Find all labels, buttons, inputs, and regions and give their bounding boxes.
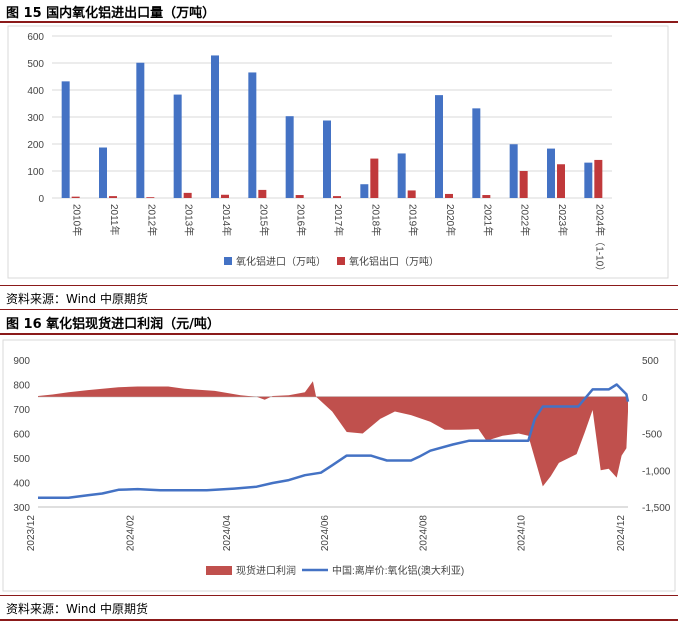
y-tick-label: 500 (27, 59, 44, 70)
figure-16-title: 图 16 氧化铝现货进口利润（元/吨） (6, 317, 220, 332)
chart-frame (7, 25, 669, 279)
x-tick-label: 2024年（1-10） (593, 204, 606, 276)
right-tick-label: 0 (642, 393, 648, 404)
export-bar (370, 158, 379, 198)
right-tick-label: 500 (642, 356, 659, 367)
legend-swatch-export (337, 257, 345, 265)
y-tick-label: 100 (27, 167, 44, 178)
import-bar (360, 184, 369, 198)
x-tick-label: 2011年 (108, 204, 121, 236)
x-tick-label: 2022年 (519, 204, 532, 236)
right-tick-label: -1,500 (642, 503, 671, 514)
y-tick-label: 600 (27, 32, 44, 43)
export-bar (221, 194, 229, 198)
import-bar (248, 72, 257, 198)
x-tick-label: 2020年 (444, 204, 457, 236)
x-tick-label: 2021年 (481, 204, 494, 236)
x-tick-label: 2014年 (220, 204, 233, 236)
left-tick-label: 800 (13, 381, 30, 392)
left-tick-label: 900 (13, 356, 30, 367)
x-tick-label: 2017年 (332, 204, 345, 236)
import-export-bar-chart: 0 100 200 300 400 500 600 2010年 2011年 2012年 2013年 2… (7, 25, 669, 279)
x-tick-label: 2024/02 (126, 515, 137, 552)
x-tick-label: 2019年 (407, 204, 420, 236)
import-bar (99, 147, 107, 198)
x-tick-label: 2010年 (71, 204, 84, 236)
x-tick-label: 2012年 (145, 204, 158, 236)
fob-price-line (38, 383, 630, 499)
export-bar (519, 171, 528, 198)
import-bar (435, 95, 443, 198)
x-tick-label: 2023/12 (26, 515, 37, 552)
legend-label-export: 氧化铝出口（万吨） (349, 255, 439, 268)
title-rule (0, 21, 678, 23)
left-tick-label: 600 (13, 430, 30, 441)
profit-area (38, 381, 628, 487)
title-rule (0, 333, 678, 335)
y-tick-label: 0 (38, 194, 44, 205)
export-bar (445, 193, 453, 198)
x-tick-label: 2013年 (183, 204, 196, 236)
export-bar (71, 196, 80, 198)
x-tick-label: 2024/10 (516, 515, 527, 552)
figure-15-source: 资料来源：Wind 中原期货 (6, 292, 148, 306)
y-tick-label: 400 (27, 86, 44, 97)
x-tick-label: 2015年 (257, 204, 270, 236)
legend-swatch-import (224, 257, 232, 265)
export-bar (333, 196, 341, 198)
export-bar (557, 164, 565, 198)
import-bar (509, 144, 518, 198)
title-top-rule (0, 309, 678, 310)
export-bar (258, 189, 267, 198)
y-tick-label: 300 (27, 113, 44, 124)
left-tick-label: 700 (13, 405, 30, 416)
export-bar (146, 197, 155, 198)
legend-label-price: 中国:离岸价:氧化铝(澳大利亚) (332, 564, 464, 577)
x-tick-label: 2024/06 (320, 515, 331, 552)
export-bar (407, 190, 416, 198)
import-bar (173, 94, 182, 198)
right-tick-label: -1,000 (642, 466, 671, 477)
export-bar (109, 196, 117, 198)
legend-label-profit: 现货进口利润 (236, 564, 296, 577)
source-rule (0, 595, 678, 596)
x-tick-label: 2016年 (295, 204, 308, 236)
left-tick-label: 400 (13, 479, 30, 490)
source-rule (0, 285, 678, 286)
import-profit-chart: 300 400 500 600 700 800 900 500 0 -500 -1,000 -1,50… (2, 339, 676, 592)
export-bar (183, 192, 192, 198)
right-tick-label: -500 (642, 430, 662, 441)
import-bar (547, 148, 555, 198)
import-bar (285, 116, 294, 198)
bottom-rule (0, 619, 678, 621)
import-bar (136, 62, 145, 199)
left-tick-label: 500 (13, 454, 30, 465)
import-bar (397, 153, 406, 198)
x-tick-label: 2024/12 (616, 515, 627, 552)
export-bar (482, 195, 491, 198)
import-bar (323, 120, 331, 198)
y-tick-label: 200 (27, 140, 44, 151)
export-bar (594, 159, 603, 198)
import-bar (472, 108, 481, 198)
left-tick-label: 300 (13, 503, 30, 514)
import-bar (61, 81, 70, 198)
figure-15-title: 图 15 国内氧化铝进出口量（万吨） (6, 6, 216, 21)
legend-swatch-profit (206, 566, 232, 575)
x-tick-label: 2024/04 (222, 515, 233, 552)
chart-frame (2, 339, 676, 592)
import-bar (211, 55, 219, 198)
x-tick-label: 2023年 (556, 204, 569, 236)
export-bar (295, 195, 304, 198)
x-tick-label: 2018年 (369, 204, 382, 236)
figure-16-source: 资料来源：Wind 中原期货 (6, 602, 148, 616)
import-bar (584, 162, 593, 198)
x-tick-label: 2024/08 (418, 515, 429, 552)
legend-label-import: 氧化铝进口（万吨） (236, 255, 326, 268)
